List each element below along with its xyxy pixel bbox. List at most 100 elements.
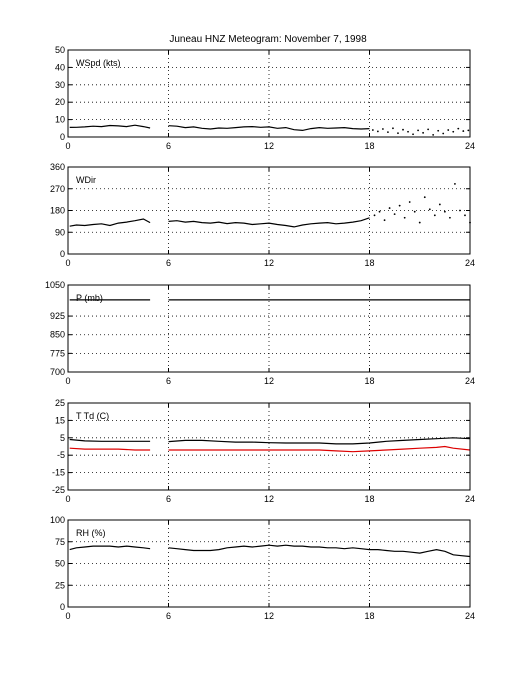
y-tick-label: 5 <box>60 433 65 443</box>
plot-area <box>68 403 470 490</box>
data-point <box>428 208 431 211</box>
data-point <box>383 219 386 222</box>
data-point <box>454 183 456 185</box>
data-point <box>403 216 406 219</box>
y-tick-label: 30 <box>55 80 65 90</box>
x-tick-label: 0 <box>65 611 70 621</box>
y-tick-label: 20 <box>55 97 65 107</box>
data-point <box>382 128 384 130</box>
y-tick-label: 50 <box>55 559 65 569</box>
panel-2: 0 90 180 270 360 0 6 12 18 24 WDir <box>50 162 475 268</box>
x-tick-label: 0 <box>65 376 70 386</box>
x-tick-label: 24 <box>465 141 475 151</box>
y-tick-label: 25 <box>55 580 65 590</box>
series-line-1 <box>168 217 370 228</box>
y-tick-label: 100 <box>50 515 65 525</box>
data-point <box>433 214 436 217</box>
panel-label: P (mb) <box>76 293 103 303</box>
data-point <box>452 130 455 133</box>
y-tick-label: 775 <box>50 348 65 358</box>
data-point <box>398 204 401 207</box>
data-point <box>397 132 399 135</box>
data-point <box>407 130 409 133</box>
y-tick-label: 700 <box>50 367 65 377</box>
data-point <box>427 128 430 131</box>
y-tick-label: -15 <box>52 468 65 478</box>
data-point <box>437 129 440 132</box>
y-tick-label: 0 <box>60 602 65 612</box>
series-line-1 <box>69 218 151 227</box>
data-point <box>371 129 374 131</box>
y-tick-label: 0 <box>60 132 65 142</box>
x-tick-label: 18 <box>364 258 374 268</box>
y-tick-label: 1050 <box>45 280 65 290</box>
data-point <box>449 216 451 219</box>
data-point <box>378 210 381 213</box>
data-point <box>408 201 411 203</box>
data-point <box>443 210 446 213</box>
data-point <box>464 214 466 217</box>
data-point <box>412 133 414 136</box>
x-tick-label: 0 <box>65 494 70 504</box>
x-tick-label: 18 <box>364 376 374 386</box>
panel-label: WDir <box>76 175 96 185</box>
data-point <box>442 132 445 135</box>
series-line-2 <box>69 447 151 451</box>
x-tick-label: 0 <box>65 141 70 151</box>
y-tick-label: 50 <box>55 45 65 55</box>
y-tick-label: 180 <box>50 206 65 216</box>
x-tick-label: 18 <box>364 494 374 504</box>
data-point <box>467 129 470 132</box>
x-tick-label: 12 <box>264 141 274 151</box>
data-point <box>422 131 424 134</box>
data-point <box>438 203 441 206</box>
panel-4: -25 -15 -5 5 15 25 0 6 12 18 24 T Td (C) <box>52 398 475 504</box>
y-tick-label: 40 <box>55 62 65 72</box>
panel-label: T Td (C) <box>76 411 109 421</box>
x-tick-label: 0 <box>65 258 70 268</box>
data-point <box>373 214 376 217</box>
data-point <box>418 221 421 224</box>
y-tick-label: 90 <box>55 227 65 237</box>
y-tick-label: 15 <box>55 415 65 425</box>
data-point <box>447 129 450 131</box>
x-tick-label: 12 <box>264 258 274 268</box>
data-point <box>413 210 416 213</box>
x-tick-label: 6 <box>166 494 171 504</box>
data-point <box>459 209 461 212</box>
series-line-1 <box>69 438 151 442</box>
series-line-1 <box>69 124 151 129</box>
y-tick-label: -5 <box>57 450 65 460</box>
data-point <box>393 213 396 216</box>
y-tick-label: 25 <box>55 398 65 408</box>
data-point <box>376 130 379 133</box>
x-tick-label: 6 <box>166 141 171 151</box>
x-tick-label: 24 <box>465 376 475 386</box>
series-line-1 <box>168 437 471 445</box>
figure-title: Juneau HNZ Meteogram: November 7, 1998 <box>169 34 367 45</box>
panel-3: 700 775 850 925 1050 0 6 12 18 24 P (mb) <box>45 280 475 386</box>
y-tick-label: -25 <box>52 485 65 495</box>
x-tick-label: 18 <box>364 611 374 621</box>
data-point <box>432 134 435 136</box>
y-tick-label: 270 <box>50 184 65 194</box>
data-point <box>417 129 419 132</box>
y-tick-label: 75 <box>55 537 65 547</box>
data-point <box>423 196 426 199</box>
series-line-2 <box>168 445 471 453</box>
x-tick-label: 6 <box>166 376 171 386</box>
x-tick-label: 24 <box>465 494 475 504</box>
x-tick-label: 12 <box>264 494 274 504</box>
panel-label: RH (%) <box>76 528 106 538</box>
y-tick-label: 0 <box>60 249 65 259</box>
x-tick-label: 18 <box>364 141 374 151</box>
data-point <box>387 131 389 134</box>
x-tick-label: 6 <box>166 611 171 621</box>
series-line-1 <box>168 544 471 558</box>
y-tick-label: 360 <box>50 162 65 172</box>
panel-label: WSpd (kts) <box>76 58 121 68</box>
y-tick-label: 925 <box>50 311 65 321</box>
data-point <box>388 207 391 209</box>
x-tick-label: 24 <box>465 611 475 621</box>
